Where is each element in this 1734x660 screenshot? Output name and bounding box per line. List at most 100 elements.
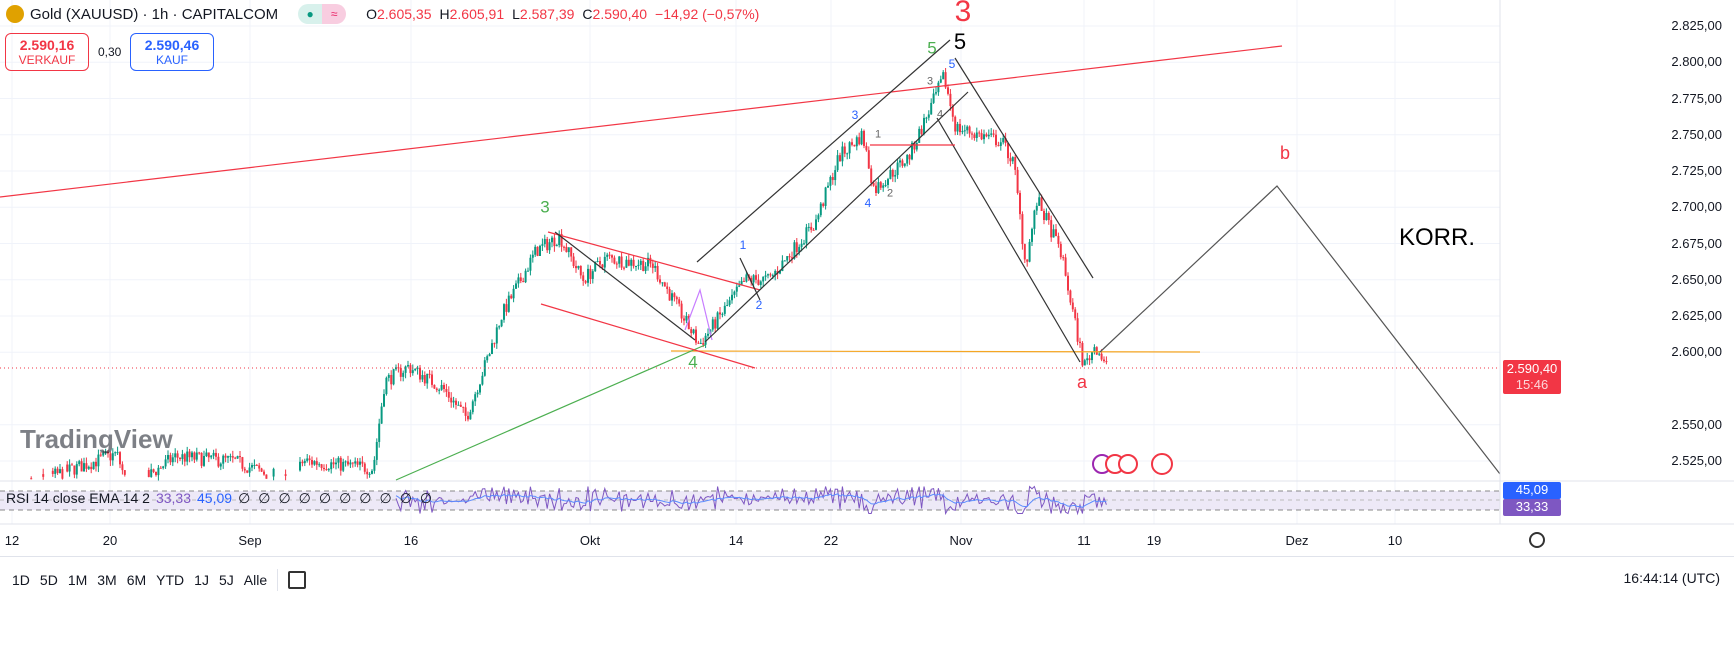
candle bbox=[805, 227, 808, 244]
candle bbox=[656, 265, 659, 280]
range-1m[interactable]: 1M bbox=[67, 572, 88, 588]
event-icons[interactable] bbox=[1092, 453, 1173, 475]
clock[interactable]: 16:44:14 (UTC) bbox=[1623, 570, 1720, 586]
wave-label-blue-2[interactable]: 2 bbox=[755, 298, 763, 312]
candle bbox=[570, 247, 573, 257]
candle bbox=[723, 305, 726, 314]
candle bbox=[591, 271, 594, 279]
range-5d[interactable]: 5D bbox=[39, 572, 58, 588]
candle bbox=[987, 134, 990, 137]
candle bbox=[944, 72, 947, 88]
candle bbox=[515, 283, 517, 289]
candle bbox=[90, 466, 93, 470]
candle bbox=[1088, 358, 1091, 361]
candle bbox=[978, 132, 981, 134]
market-status[interactable]: ● ≈ bbox=[298, 4, 347, 24]
candle bbox=[246, 470, 249, 473]
range-ytd[interactable]: YTD bbox=[156, 572, 185, 588]
candle bbox=[654, 265, 657, 268]
candle bbox=[488, 353, 491, 357]
candle bbox=[234, 457, 237, 459]
rsi-line bbox=[395, 485, 1107, 516]
wave-label-blue-4[interactable]: 4 bbox=[864, 196, 872, 210]
wave-label-blue-3[interactable]: 3 bbox=[851, 108, 859, 122]
wave-label-b[interactable]: b bbox=[1279, 143, 1291, 163]
wave-label-gray-4[interactable]: 4 bbox=[936, 108, 944, 121]
range-6m[interactable]: 6M bbox=[126, 572, 147, 588]
candle bbox=[308, 458, 311, 461]
candle bbox=[990, 133, 993, 135]
candle bbox=[647, 257, 649, 267]
symbol-title[interactable]: Gold (XAUUSD) · 1h · CAPITALCOM bbox=[30, 5, 279, 23]
candle bbox=[983, 134, 985, 140]
wave-label-green-4[interactable]: 4 bbox=[688, 352, 698, 372]
candle bbox=[721, 313, 724, 315]
candle bbox=[85, 463, 88, 469]
range-5j[interactable]: 5J bbox=[218, 572, 234, 588]
candle bbox=[378, 423, 381, 442]
candle bbox=[361, 461, 364, 464]
candle bbox=[421, 375, 424, 380]
drawings[interactable] bbox=[0, 39, 1501, 481]
wave-label-black-5[interactable]: 5 bbox=[953, 29, 967, 54]
korr-label[interactable]: KORR. bbox=[1398, 224, 1476, 251]
wave-label-green-5[interactable]: 5 bbox=[927, 38, 937, 58]
wave-label-gray-3[interactable]: 3 bbox=[926, 75, 934, 88]
candle bbox=[339, 457, 342, 471]
candle bbox=[66, 464, 69, 472]
wave-label-green-3[interactable]: 3 bbox=[540, 197, 550, 217]
range-3m[interactable]: 3M bbox=[97, 572, 117, 588]
candle bbox=[80, 461, 83, 472]
candle bbox=[507, 295, 510, 312]
channel-down-top bbox=[954, 57, 1094, 279]
candle bbox=[323, 467, 325, 470]
candle bbox=[947, 87, 949, 94]
line-black bbox=[554, 231, 696, 341]
candle bbox=[673, 293, 676, 298]
time-axis-label: Okt bbox=[579, 533, 601, 548]
range-1j[interactable]: 1J bbox=[194, 572, 209, 588]
candle bbox=[335, 462, 337, 465]
wave-label-gray-2[interactable]: 2 bbox=[886, 187, 894, 200]
wave-label-gray-1[interactable]: 1 bbox=[874, 128, 882, 141]
sell-button[interactable]: 2.590,16 VERKAUF bbox=[5, 33, 89, 71]
candle bbox=[272, 468, 275, 477]
na-value: ∅ bbox=[278, 490, 291, 506]
candle bbox=[1074, 309, 1077, 319]
channel-red-bottom bbox=[540, 303, 756, 369]
candle bbox=[891, 169, 894, 177]
candle bbox=[623, 267, 625, 269]
wave-label-a[interactable]: a bbox=[1076, 372, 1088, 392]
range-1d[interactable]: 1D bbox=[12, 572, 30, 588]
range-all[interactable]: Alle bbox=[243, 572, 268, 588]
candle bbox=[104, 452, 107, 454]
candle bbox=[467, 415, 469, 420]
wave-label-blue-5[interactable]: 5 bbox=[948, 57, 956, 71]
time-axis-label: 16 bbox=[403, 533, 419, 548]
candle bbox=[704, 335, 707, 345]
candle bbox=[925, 117, 928, 119]
candle bbox=[774, 270, 777, 276]
candle bbox=[210, 455, 213, 458]
candle bbox=[248, 467, 251, 473]
symbol-header: Gold (XAUUSD) · 1h · CAPITALCOM ● ≈ O2.60… bbox=[6, 4, 767, 24]
settings-gear-icon[interactable] bbox=[1529, 532, 1545, 548]
candle bbox=[875, 185, 877, 193]
candle bbox=[1045, 213, 1048, 220]
candle bbox=[906, 154, 909, 164]
candle bbox=[740, 280, 743, 286]
candle bbox=[121, 464, 124, 471]
goto-date-calendar-icon[interactable] bbox=[288, 571, 307, 589]
wave-label-red-3[interactable]: 3 bbox=[954, 0, 972, 28]
candle bbox=[481, 375, 484, 385]
na-value: ∅ bbox=[379, 490, 392, 506]
candle bbox=[851, 142, 853, 145]
price-chart[interactable] bbox=[0, 0, 1734, 560]
time-axis-label: 10 bbox=[1387, 533, 1403, 548]
candle bbox=[426, 373, 429, 384]
wave-label-blue-1[interactable]: 1 bbox=[739, 238, 747, 252]
candle bbox=[313, 461, 316, 465]
buy-button[interactable]: 2.590,46 KAUF bbox=[130, 33, 214, 71]
candle bbox=[539, 245, 541, 256]
candle bbox=[690, 329, 693, 334]
